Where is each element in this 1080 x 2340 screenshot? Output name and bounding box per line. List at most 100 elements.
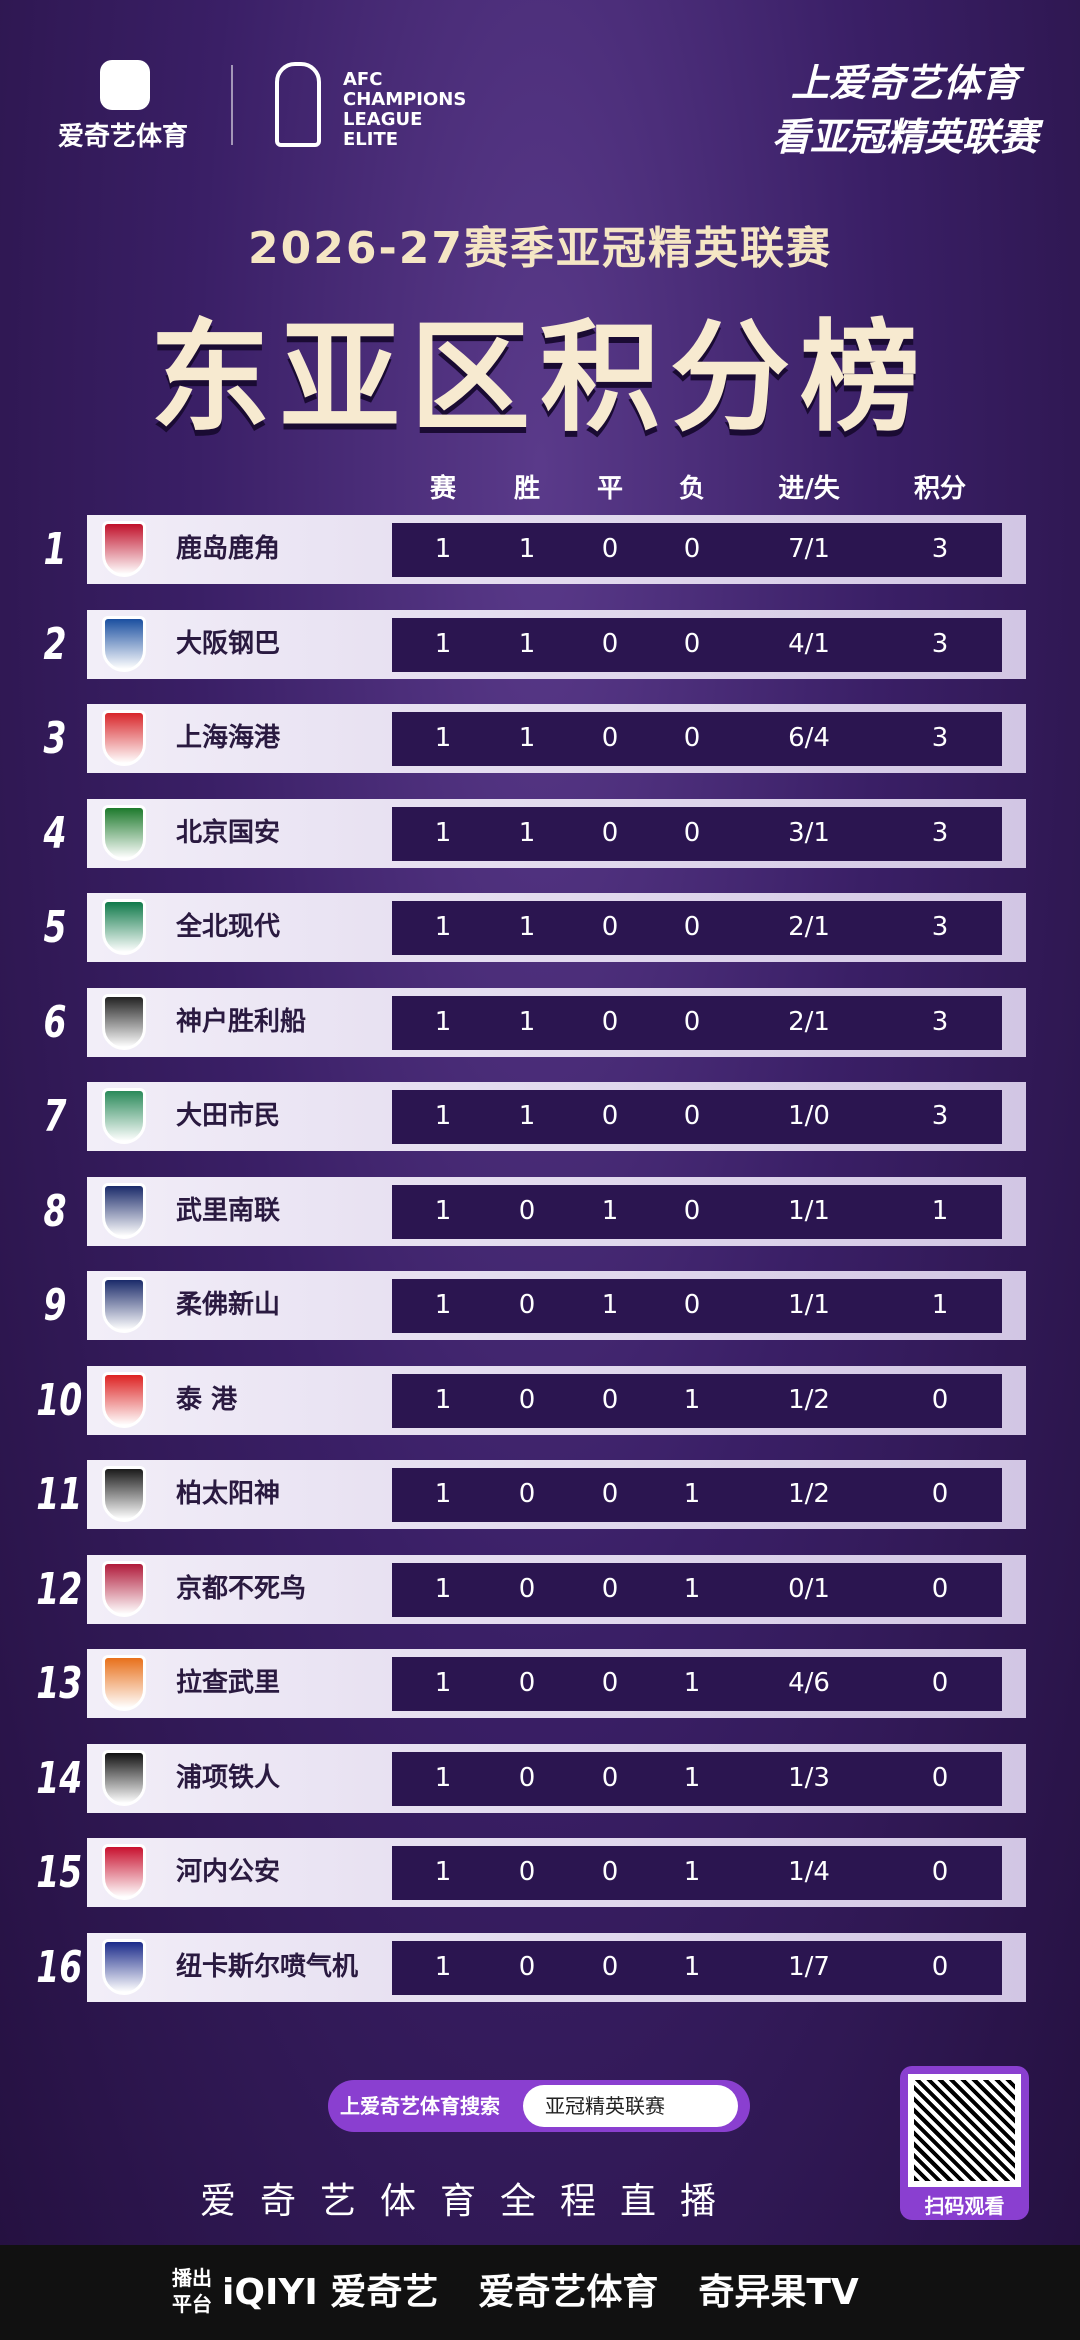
- stat: 0: [931, 1479, 949, 1509]
- team-badge: [102, 993, 146, 1050]
- afc-line: AFC: [343, 69, 383, 90]
- stat: 1: [434, 817, 452, 848]
- stat: 1: [434, 1668, 452, 1698]
- row: 柔佛新山 1 0 1 0 1/1 1: [87, 1271, 1026, 1340]
- team-name: 大阪钢巴: [176, 628, 281, 659]
- stat: 1/7: [788, 1951, 830, 1982]
- rank: 13: [36, 1658, 83, 1709]
- rank: 16: [36, 1941, 83, 1993]
- stat: 1: [683, 1384, 701, 1415]
- stat: 3: [931, 1006, 949, 1037]
- stat: 0: [518, 1384, 536, 1415]
- stat: 1: [434, 1195, 452, 1226]
- stat: 1: [601, 1195, 619, 1226]
- team-badge: [102, 615, 146, 672]
- stat: 6/4: [788, 723, 830, 753]
- stats-box: [392, 1657, 1002, 1711]
- stat: 0: [601, 817, 619, 848]
- stat: 0: [683, 1101, 701, 1131]
- stat: 0: [601, 1857, 619, 1887]
- stat: 0: [518, 1195, 536, 1226]
- slogan: 上爱奇艺体育 看亚冠精英联赛: [770, 56, 1040, 164]
- stat: 1: [434, 1101, 452, 1131]
- rank: 11: [36, 1469, 83, 1520]
- stat: 1: [434, 628, 452, 659]
- team-name: 北京国安: [176, 817, 281, 848]
- stat: 0: [518, 1290, 536, 1320]
- row: 浦项铁人 1 0 0 1 1/3 0: [87, 1743, 1026, 1813]
- row: 鹿岛鹿角 1 1 0 0 7/1 3: [87, 515, 1026, 584]
- stat: 0: [683, 817, 701, 848]
- stats-box: [392, 1562, 1002, 1617]
- team-badge: [102, 1182, 146, 1239]
- stats-box: [392, 1373, 1002, 1428]
- team-badge: [102, 1655, 146, 1711]
- stats-box: [392, 1846, 1002, 1900]
- team-name: 纽卡斯尔喷气机: [176, 1951, 359, 1982]
- stat: 1: [601, 1290, 619, 1320]
- search-query[interactable]: 亚冠精英联赛: [523, 2085, 738, 2127]
- stat: 0: [931, 1573, 949, 1604]
- stat: 0: [683, 1195, 701, 1226]
- team-name: 大田市民: [176, 1101, 281, 1131]
- row: 上海海港 1 1 0 0 6/4 3: [87, 704, 1026, 773]
- stat: 0: [683, 628, 701, 659]
- stat: 1: [434, 1384, 452, 1415]
- stat: 1: [434, 1573, 452, 1604]
- stat: 1: [434, 1857, 452, 1887]
- rank: 15: [36, 1847, 83, 1898]
- stat: 0: [601, 1384, 619, 1415]
- row: 全北现代 1 1 0 0 2/1 3: [87, 893, 1026, 962]
- platforms: iQIYI 爱奇艺 爱奇艺体育 奇异果TV: [222, 2245, 859, 2340]
- row: 大田市民 1 1 0 0 1/0 3: [87, 1082, 1026, 1151]
- stat: 3: [931, 723, 949, 753]
- stat: 1/4: [788, 1857, 830, 1887]
- rank: 7: [43, 1091, 67, 1142]
- stat: 1: [518, 723, 536, 753]
- stat: 0: [931, 1857, 949, 1887]
- stat: 1: [434, 723, 452, 753]
- stat: 1: [683, 1479, 701, 1509]
- stat: 2/1: [788, 912, 830, 942]
- stat: 3: [931, 817, 949, 848]
- stat: 0: [518, 1668, 536, 1698]
- team-name: 上海海港: [176, 723, 281, 753]
- stat: 0: [518, 1951, 536, 1982]
- team-name: 神户胜利船: [176, 1006, 307, 1037]
- rank: 2: [43, 618, 67, 670]
- stat: 1: [518, 912, 536, 942]
- stat: 3: [931, 534, 949, 564]
- team-badge: [102, 1277, 146, 1333]
- stats-box: [392, 617, 1002, 672]
- team-name: 鹿岛鹿角: [176, 534, 281, 564]
- platform: 爱奇艺体育: [478, 2272, 659, 2313]
- qr-code[interactable]: [908, 2074, 1021, 2187]
- column-header: 负: [678, 474, 705, 504]
- bottom-bar: 播出 平台 iQIYI 爱奇艺 爱奇艺体育 奇异果TV: [0, 2245, 1080, 2340]
- stat: 0: [601, 1101, 619, 1131]
- stat: 0: [931, 1384, 949, 1415]
- stat: 0: [683, 534, 701, 564]
- stat: 1: [683, 1573, 701, 1604]
- stats-box: [392, 995, 1002, 1050]
- stat: 0: [601, 912, 619, 942]
- stat: 0: [931, 1668, 949, 1698]
- stat: 1: [434, 912, 452, 942]
- stat: 0: [931, 1951, 949, 1982]
- afc-line: CHAMPIONS: [343, 89, 467, 110]
- stat: 1: [434, 1479, 452, 1509]
- search-bar: 上爱奇艺体育搜索 亚冠精英联赛: [328, 2080, 750, 2132]
- rank: 8: [43, 1185, 67, 1237]
- divider: [231, 65, 233, 145]
- rank: 12: [36, 1563, 83, 1615]
- team-badge: [102, 521, 146, 577]
- stat: 0: [518, 1573, 536, 1604]
- stat: 1: [434, 1006, 452, 1037]
- stat: 1: [518, 534, 536, 564]
- team-badge: [102, 1560, 146, 1617]
- stat: 1: [434, 1951, 452, 1982]
- row: 泰 港 1 0 0 1 1/2 0: [87, 1365, 1026, 1435]
- search-label: 上爱奇艺体育搜索: [340, 2094, 500, 2118]
- stat: 0: [518, 1479, 536, 1509]
- qr-box: 扫码观看: [900, 2066, 1029, 2220]
